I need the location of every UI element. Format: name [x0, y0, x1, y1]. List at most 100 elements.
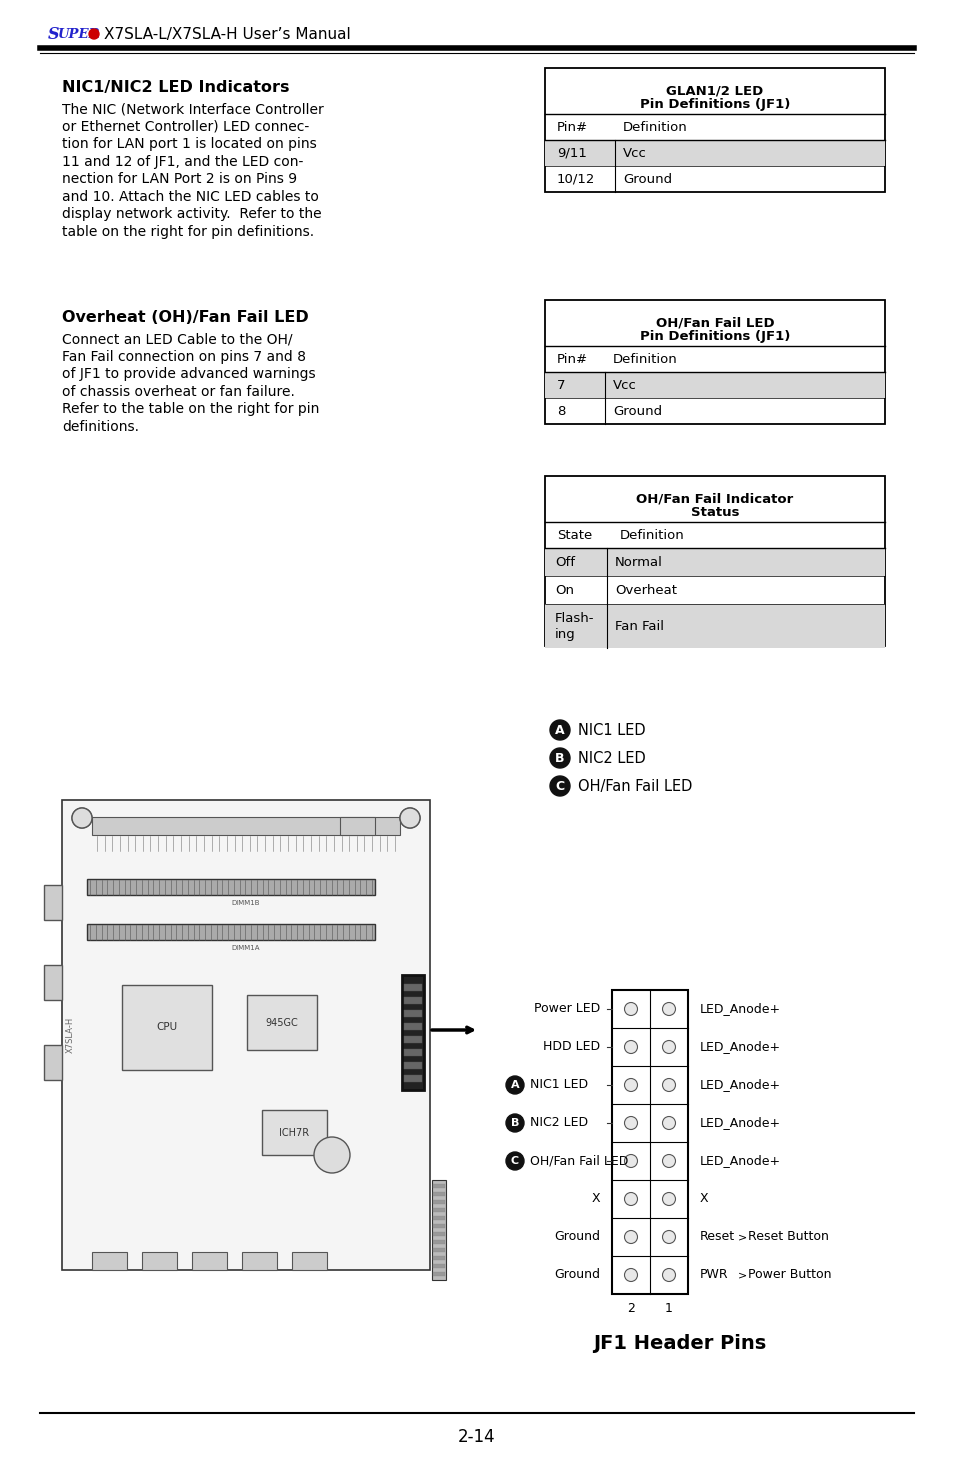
Circle shape: [314, 1137, 350, 1174]
Text: LED_Anode+: LED_Anode+: [700, 1155, 781, 1168]
Text: display network activity.  Refer to the: display network activity. Refer to the: [62, 207, 321, 222]
Text: table on the right for pin definitions.: table on the right for pin definitions.: [62, 225, 314, 239]
Bar: [242, 1252, 276, 1270]
Bar: [44, 1045, 62, 1080]
Text: Normal: Normal: [615, 555, 662, 569]
Bar: [262, 1110, 327, 1155]
Bar: [62, 800, 430, 1270]
Text: OH/Fan Fail Indicator: OH/Fan Fail Indicator: [636, 493, 793, 506]
Bar: [44, 965, 62, 1000]
Text: definitions.: definitions.: [62, 420, 139, 433]
Text: On: On: [555, 583, 574, 596]
Bar: [433, 1271, 444, 1276]
Bar: [544, 548, 884, 576]
Circle shape: [399, 808, 419, 828]
Bar: [433, 1193, 444, 1196]
Text: 2-14: 2-14: [457, 1427, 496, 1446]
Bar: [403, 1037, 421, 1042]
Bar: [433, 1184, 444, 1188]
Text: UPER: UPER: [58, 28, 100, 41]
Text: GLAN1/2 LED: GLAN1/2 LED: [666, 85, 762, 98]
Bar: [433, 1216, 444, 1220]
Text: Pin Definitions (JF1): Pin Definitions (JF1): [639, 330, 789, 343]
Bar: [142, 1252, 177, 1270]
Circle shape: [624, 1268, 637, 1282]
Bar: [612, 990, 687, 1295]
Text: Ground: Ground: [554, 1268, 599, 1282]
Text: >: >: [738, 1270, 746, 1280]
Text: ing: ing: [555, 628, 576, 642]
Bar: [339, 816, 375, 835]
Circle shape: [550, 720, 569, 741]
Bar: [403, 1061, 421, 1069]
Bar: [433, 1248, 444, 1252]
Text: Flash-: Flash-: [555, 612, 594, 625]
Circle shape: [550, 776, 569, 796]
Text: nection for LAN Port 2 is on Pins 9: nection for LAN Port 2 is on Pins 9: [62, 172, 296, 187]
Bar: [403, 1010, 421, 1018]
Text: 7: 7: [557, 379, 565, 392]
Text: Fan Fail connection on pins 7 and 8: Fan Fail connection on pins 7 and 8: [62, 350, 306, 363]
Bar: [122, 986, 212, 1070]
Text: Off: Off: [555, 555, 575, 569]
Bar: [91, 816, 399, 835]
Text: 1: 1: [664, 1302, 672, 1315]
Text: B: B: [510, 1118, 518, 1128]
Circle shape: [661, 1079, 675, 1092]
Text: CPU: CPU: [156, 1022, 177, 1032]
Text: NIC1 LED: NIC1 LED: [578, 723, 645, 738]
Bar: [544, 604, 884, 647]
Text: Pin#: Pin#: [557, 121, 587, 134]
Text: Overheat (OH)/Fan Fail LED: Overheat (OH)/Fan Fail LED: [62, 311, 309, 325]
Text: Definition: Definition: [613, 353, 677, 366]
Text: of chassis overheat or fan failure.: of chassis overheat or fan failure.: [62, 385, 294, 398]
Text: X7SLA-H: X7SLA-H: [66, 1016, 74, 1053]
Circle shape: [399, 808, 419, 828]
Text: PWR: PWR: [700, 1268, 728, 1282]
Text: Refer to the table on the right for pin: Refer to the table on the right for pin: [62, 402, 319, 416]
Text: 2: 2: [626, 1302, 635, 1315]
Text: State: State: [557, 528, 592, 541]
Bar: [433, 1232, 444, 1236]
Text: of JF1 to provide advanced warnings: of JF1 to provide advanced warnings: [62, 367, 315, 381]
Bar: [544, 300, 884, 424]
Text: JF1 Header Pins: JF1 Header Pins: [593, 1334, 766, 1353]
Text: OH/Fan Fail LED: OH/Fan Fail LED: [530, 1155, 628, 1168]
Circle shape: [71, 808, 91, 828]
Bar: [433, 1255, 444, 1260]
Text: OH/Fan Fail LED: OH/Fan Fail LED: [578, 779, 692, 793]
Circle shape: [505, 1152, 523, 1169]
Text: NIC1/NIC2 LED Indicators: NIC1/NIC2 LED Indicators: [62, 80, 289, 95]
Text: ICH7R: ICH7R: [279, 1127, 309, 1137]
Text: LED_Anode+: LED_Anode+: [700, 1079, 781, 1092]
Text: HDD LED: HDD LED: [542, 1041, 599, 1054]
Text: NIC2 LED: NIC2 LED: [530, 1117, 587, 1130]
Text: S: S: [48, 25, 59, 42]
Bar: [544, 69, 884, 192]
Bar: [544, 140, 884, 166]
Text: or Ethernet Controller) LED connec-: or Ethernet Controller) LED connec-: [62, 120, 309, 134]
Text: The NIC (Network Interface Controller: The NIC (Network Interface Controller: [62, 102, 323, 117]
Bar: [403, 1075, 421, 1082]
Text: X: X: [591, 1193, 599, 1206]
Circle shape: [661, 1193, 675, 1206]
Circle shape: [624, 1155, 637, 1168]
Bar: [403, 1048, 421, 1056]
Circle shape: [661, 1231, 675, 1244]
Bar: [403, 1024, 421, 1029]
Text: LED_Anode+: LED_Anode+: [700, 1117, 781, 1130]
Bar: [192, 1252, 227, 1270]
Circle shape: [89, 29, 99, 39]
Text: >: >: [738, 1232, 746, 1242]
Text: A: A: [510, 1080, 518, 1091]
Text: Definition: Definition: [619, 528, 684, 541]
Circle shape: [550, 748, 569, 768]
Circle shape: [505, 1076, 523, 1094]
Circle shape: [661, 1155, 675, 1168]
Circle shape: [505, 1114, 523, 1131]
Text: Vcc: Vcc: [613, 379, 637, 392]
Bar: [401, 975, 423, 1091]
Text: 945GC: 945GC: [265, 1018, 298, 1028]
Bar: [433, 1239, 444, 1244]
Text: LED_Anode+: LED_Anode+: [700, 1003, 781, 1016]
